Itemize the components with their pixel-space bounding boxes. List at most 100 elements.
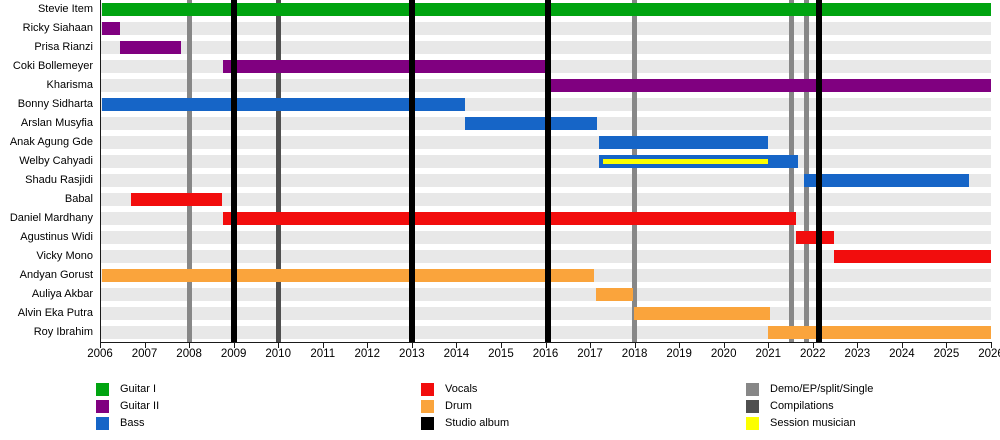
member-label: Babal xyxy=(64,193,93,205)
legend-swatch-studio_album xyxy=(421,417,434,430)
axis-tick xyxy=(322,343,324,348)
member-label: Prisa Rianzi xyxy=(34,41,93,53)
member-label: Roy Ibrahim xyxy=(33,326,93,338)
event-line-studio_album xyxy=(230,0,237,342)
axis-tick xyxy=(545,343,547,348)
year-label: 2019 xyxy=(666,348,692,360)
member-label: Kharisma xyxy=(46,79,93,91)
legend-swatch-compilations xyxy=(746,400,759,413)
timeline-bar xyxy=(598,136,769,149)
legend-swatch-demo xyxy=(746,383,759,396)
axis-tick xyxy=(189,343,191,348)
year-label: 2026 xyxy=(978,348,1000,360)
plot-area xyxy=(100,0,991,342)
member-label-column: Stevie Item Ricky Siahaan Prisa Rianzi Coki… xyxy=(0,0,96,342)
legend-swatch-bass xyxy=(96,417,109,430)
axis-tick xyxy=(367,343,369,348)
axis-tick xyxy=(991,343,992,348)
axis-tick xyxy=(857,343,859,348)
year-label: 2006 xyxy=(87,348,113,360)
axis-tick xyxy=(679,343,681,348)
legend: Guitar I Guitar II Bass Vocals Drum Studio al… xyxy=(0,383,1000,435)
timeline-bar xyxy=(102,98,466,111)
x-axis-line xyxy=(100,342,992,343)
event-line-studio_album xyxy=(408,0,415,342)
axis-tick xyxy=(634,343,636,348)
legend-entry: Demo/EP/split/Single xyxy=(746,383,873,396)
member-label: Anak Agung Gde xyxy=(9,136,93,148)
legend-swatch-vocals xyxy=(421,383,434,396)
member-label: Andyan Gorust xyxy=(19,269,93,281)
year-label: 2007 xyxy=(131,348,158,360)
member-label: Arslan Musyfia xyxy=(20,117,93,129)
y-axis-line xyxy=(100,0,101,342)
timeline-bar xyxy=(795,231,835,244)
axis-tick xyxy=(768,343,770,348)
member-label: Alvin Eka Putra xyxy=(17,307,93,319)
event-line-demo xyxy=(186,0,192,342)
timeline-bar xyxy=(131,193,223,206)
axis-tick xyxy=(946,343,948,348)
axis-tick xyxy=(233,343,235,348)
member-label: Bonny Sidharta xyxy=(17,98,93,110)
event-line-demo xyxy=(803,0,809,342)
member-label: Welby Cahyadi xyxy=(19,155,93,167)
legend-entry: Drum xyxy=(421,400,472,413)
legend-swatch-guitar1 xyxy=(96,383,109,396)
axis-tick xyxy=(723,343,725,348)
year-label: 2008 xyxy=(176,348,202,360)
axis-tick xyxy=(100,343,101,348)
year-label: 2015 xyxy=(488,348,514,360)
member-label: Stevie Item xyxy=(37,3,93,15)
year-label: 2009 xyxy=(220,348,247,360)
legend-label: Studio album xyxy=(445,417,510,429)
timeline-bar xyxy=(598,155,799,168)
legend-entry: Studio album xyxy=(421,417,509,430)
axis-tick xyxy=(901,343,903,348)
event-line-studio_album xyxy=(815,0,822,342)
event-line-demo xyxy=(788,0,794,342)
year-label: 2012 xyxy=(354,348,381,360)
axis-tick xyxy=(500,343,502,348)
timeline-bar xyxy=(545,79,991,92)
timeline-bar xyxy=(102,269,595,282)
year-label: 2023 xyxy=(844,348,871,360)
year-label: 2020 xyxy=(710,348,737,360)
event-line-demo xyxy=(632,0,638,342)
axis-tick xyxy=(144,343,146,348)
legend-entry: Guitar I xyxy=(96,383,156,396)
legend-label: Vocals xyxy=(445,383,478,395)
axis-tick xyxy=(278,343,280,348)
legend-label: Compilations xyxy=(770,400,834,412)
member-label: Coki Bollemeyer xyxy=(12,60,93,72)
axis-tick xyxy=(456,343,458,348)
member-label: Agustinus Widi xyxy=(20,231,93,243)
timeline-bar xyxy=(120,41,182,54)
event-line-studio_album xyxy=(544,0,551,342)
legend-label: Demo/EP/split/Single xyxy=(770,383,874,395)
timeline-bar xyxy=(633,307,770,320)
event-line-compilations xyxy=(275,0,281,342)
year-label: 2022 xyxy=(800,348,826,360)
timeline-bar xyxy=(222,60,546,73)
axis-tick xyxy=(411,343,413,348)
legend-entry: Compilations xyxy=(746,400,834,413)
axis-tick xyxy=(812,343,814,348)
timeline-bar xyxy=(222,212,796,225)
timeline-bar xyxy=(768,326,991,339)
legend-swatch-drum xyxy=(421,400,434,413)
legend-entry: Bass xyxy=(96,417,144,430)
year-label: 2011 xyxy=(310,348,336,360)
member-label: Daniel Mardhany xyxy=(9,212,93,224)
axis-tick xyxy=(590,343,592,348)
year-label: 2021 xyxy=(755,348,782,360)
year-label: 2018 xyxy=(621,348,648,360)
legend-entry: Vocals xyxy=(421,383,477,396)
legend-swatch-guitar2 xyxy=(96,400,109,413)
legend-label: Bass xyxy=(120,417,145,429)
legend-entry: Session musician xyxy=(746,417,856,430)
timeline-bar xyxy=(595,288,634,301)
timeline-bar xyxy=(803,174,969,187)
session-musician-overlay xyxy=(603,159,769,164)
